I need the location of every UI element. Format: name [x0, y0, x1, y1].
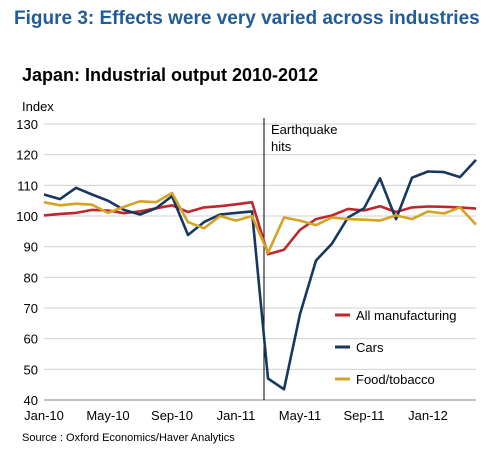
annotation-label: Earthquake	[271, 122, 338, 137]
earthquake-annotation: Earthquake hits	[263, 118, 338, 400]
x-tick-label: Jan-12	[408, 408, 448, 423]
x-tick-label: Jan-10	[24, 408, 64, 423]
x-tick-label: May-10	[86, 408, 129, 423]
x-tick-label: Sep-10	[151, 408, 193, 423]
y-tick-label: 130	[16, 117, 38, 132]
y-axis-label: Index	[22, 99, 54, 114]
chart-title: Japan: Industrial output 2010-2012	[22, 65, 319, 85]
y-tick-label: 120	[16, 148, 38, 163]
legend-label: All manufacturing	[356, 308, 456, 323]
series-line-food-tobacco	[43, 191, 477, 255]
series-line-cars	[43, 159, 477, 391]
axes: 40 50 60 70 80 90 100 110 120 130 Jan-10 May-10 Sep-…	[16, 117, 476, 423]
annotation-label: hits	[271, 139, 292, 154]
legend-label: Cars	[356, 340, 384, 355]
y-tick-label: 40	[24, 393, 38, 408]
grid	[44, 123, 476, 370]
y-tick-label: 50	[24, 362, 38, 377]
y-tick-label: 110	[17, 178, 38, 193]
y-tick-label: 100	[16, 209, 38, 224]
x-tick-label: Jan-11	[217, 408, 256, 423]
y-tick-label: 70	[24, 301, 38, 316]
y-tick-label: 90	[24, 240, 38, 255]
y-tick-label: 80	[24, 270, 38, 285]
figure-title: Figure 3: Effects were very varied acros…	[14, 8, 480, 29]
legend-label: Food/tobacco	[356, 372, 435, 387]
source-note: Source : Oxford Economics/Haver Analytic…	[22, 432, 235, 444]
x-tick-label: Sep-11	[344, 408, 385, 423]
y-tick-label: 60	[24, 332, 38, 347]
series-lines	[43, 159, 477, 391]
legend: All manufacturing Cars Food/tobacco	[335, 308, 456, 387]
x-tick-label: May-11	[279, 408, 321, 423]
series-line-all-manufacturing	[43, 200, 477, 256]
